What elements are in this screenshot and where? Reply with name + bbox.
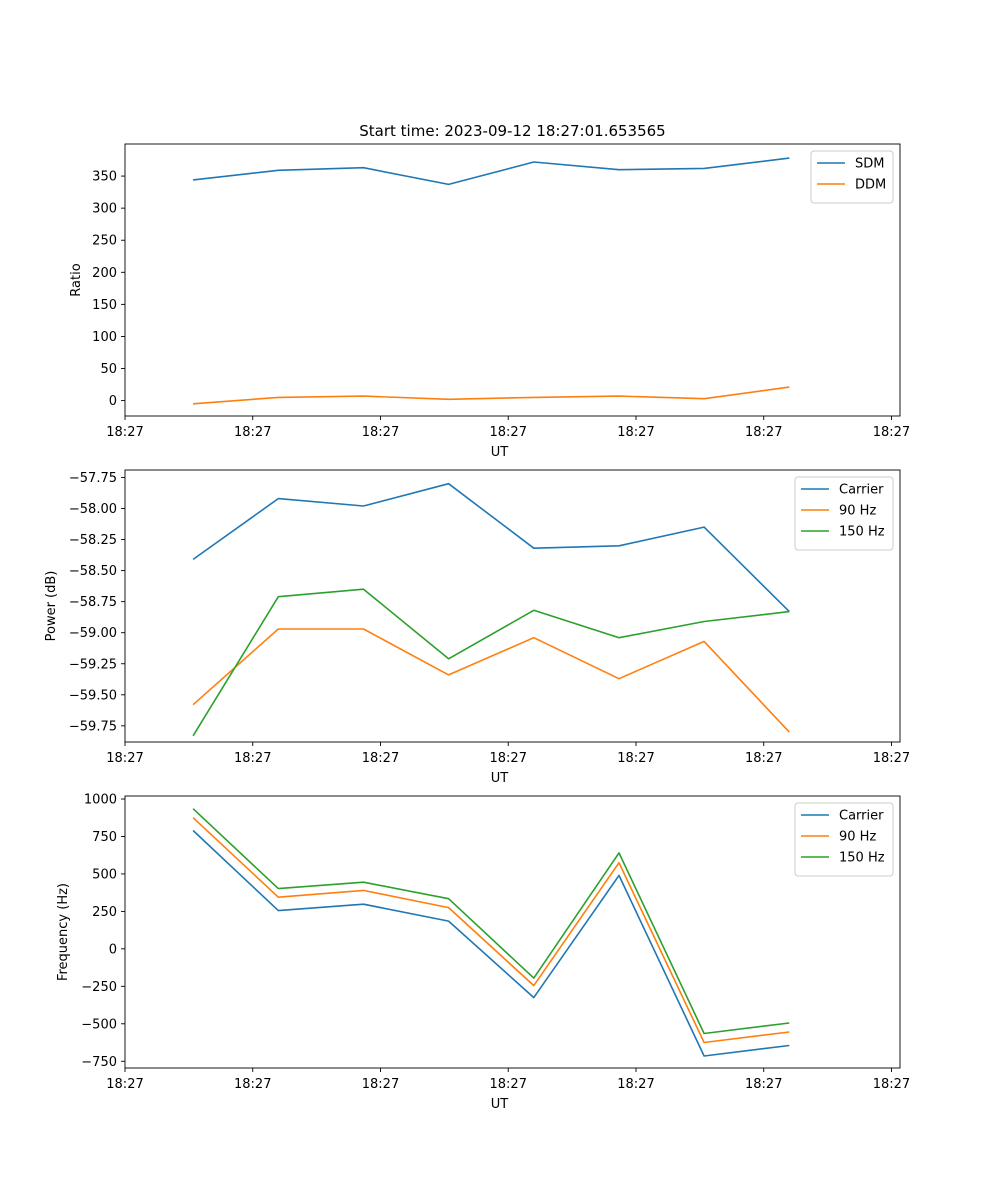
x-tick-label: 18:27 [745, 425, 782, 440]
x-tick-label: 18:27 [617, 751, 654, 766]
x-tick-label: 18:27 [617, 1077, 654, 1092]
y-tick-label: 150 [92, 298, 117, 313]
x-tick-label: 18:27 [106, 751, 143, 766]
x-axis-label: UT [491, 771, 509, 786]
y-tick-label: −59.00 [69, 626, 117, 641]
x-tick-label: 18:27 [234, 1077, 271, 1092]
y-tick-label: 300 [92, 202, 117, 217]
axes-frame [124, 143, 901, 417]
legend-label: Carrier [839, 809, 884, 824]
y-tick-label: −58.25 [69, 533, 117, 548]
y-tick-label: 350 [92, 170, 117, 185]
series-line-ddm [193, 386, 790, 405]
x-tick-label: 18:27 [106, 425, 143, 440]
legend: SDM DDM [810, 150, 894, 204]
x-tick-label: 18:27 [745, 751, 782, 766]
series-line-carrier [192, 482, 790, 613]
legend: Carrier 90 Hz 150 Hz [794, 802, 894, 877]
y-axis-label: Ratio [69, 263, 84, 296]
panels: 18:27 18:27 18:27 18:27 18:27 18:27 18:27 0 50 10… [44, 143, 910, 1112]
legend-label: 150 Hz [839, 851, 885, 866]
series-line-150-hz [192, 808, 790, 1035]
x-tick-label: 18:27 [873, 425, 910, 440]
x-tick-label: 18:27 [234, 425, 271, 440]
y-tick-label: 750 [92, 830, 117, 845]
x-tick-label: 18:27 [490, 425, 527, 440]
y-tick-label: 100 [92, 330, 117, 345]
x-tick-label: 18:27 [490, 1077, 527, 1092]
axes-frame [124, 795, 901, 1069]
x-tick-label: 18:27 [362, 1077, 399, 1092]
y-tick-label: −750 [81, 1055, 117, 1070]
series-line-90-hz [192, 628, 790, 733]
y-tick-label: 500 [92, 867, 117, 882]
y-tick-label: 0 [109, 394, 117, 409]
y-tick-label: 200 [92, 266, 117, 281]
legend-label: Carrier [839, 483, 884, 498]
y-tick-label: 250 [92, 234, 117, 249]
legend-label: 90 Hz [839, 830, 876, 845]
x-tick-label: 18:27 [362, 751, 399, 766]
chart-3: 18:27 18:27 18:27 18:27 18:27 18:27 18:27 −750 −… [56, 792, 910, 1112]
x-tick-label: 18:27 [490, 751, 527, 766]
y-tick-label: 50 [100, 362, 117, 377]
y-tick-label: −59.75 [69, 719, 117, 734]
y-tick-label: −500 [81, 1017, 117, 1032]
x-tick-label: 18:27 [873, 751, 910, 766]
legend: Carrier 90 Hz 150 Hz [794, 476, 894, 551]
series-line-90-hz [192, 817, 790, 1044]
x-tick-label: 18:27 [873, 1077, 910, 1092]
x-tick-label: 18:27 [234, 751, 271, 766]
legend-box [810, 150, 894, 204]
y-tick-label: −250 [81, 980, 117, 995]
y-axis-label: Frequency (Hz) [56, 883, 71, 981]
series-line-carrier [192, 829, 790, 1057]
series-line-150-hz [192, 588, 790, 737]
y-tick-label: −59.25 [69, 657, 117, 672]
x-tick-label: 18:27 [106, 1077, 143, 1092]
legend-label: 150 Hz [839, 525, 885, 540]
figure-title: Start time: 2023-09-12 18:27:01.653565 [359, 122, 665, 140]
legend-label: 90 Hz [839, 504, 876, 519]
x-axis-label: UT [491, 1097, 509, 1112]
y-tick-label: 0 [109, 942, 117, 957]
chart-1: 18:27 18:27 18:27 18:27 18:27 18:27 18:27 0 50 10… [69, 143, 910, 460]
y-tick-label: 1000 [84, 792, 117, 807]
legend-label: SDM [855, 157, 884, 172]
y-tick-label: −58.75 [69, 595, 117, 610]
y-tick-label: −59.50 [69, 688, 117, 703]
y-tick-label: −58.50 [69, 564, 117, 579]
x-tick-label: 18:27 [745, 1077, 782, 1092]
chart-2: 18:27 18:27 18:27 18:27 18:27 18:27 18:27 −59.7… [44, 469, 910, 786]
series-line-sdm [193, 157, 790, 186]
x-axis-label: UT [491, 445, 509, 460]
y-tick-label: −58.00 [69, 502, 117, 517]
x-tick-label: 18:27 [362, 425, 399, 440]
y-tick-label: −57.75 [69, 471, 117, 486]
y-tick-label: 250 [92, 905, 117, 920]
x-tick-label: 18:27 [617, 425, 654, 440]
legend-label: DDM [855, 178, 886, 193]
axes-frame [124, 469, 901, 743]
y-axis-label: Power (dB) [44, 571, 59, 642]
